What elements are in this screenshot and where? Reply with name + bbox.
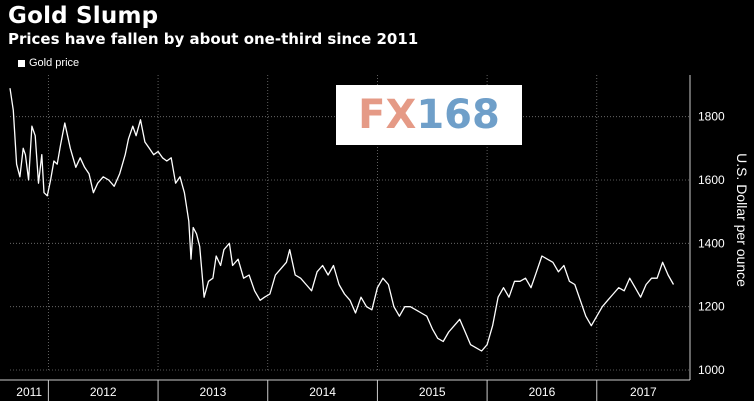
- legend-label: Gold price: [29, 57, 80, 69]
- x-axis: 2011 2012 2013 2014 2015 2016 2017: [0, 379, 690, 401]
- page-title: Gold Slump: [8, 3, 159, 29]
- y-tick-label: 1200: [698, 300, 725, 314]
- x-tick-label: 2014: [309, 385, 336, 399]
- watermark-fx: FX: [358, 92, 417, 138]
- series-layer: [9, 88, 675, 352]
- x-tick-label: 2011: [16, 385, 42, 399]
- y-axis-label: U.S. Dollar per ounce: [734, 153, 750, 287]
- watermark-text: FX 168: [336, 85, 522, 145]
- x-tick-label: 2013: [200, 385, 227, 399]
- x-tick-label: 2016: [529, 385, 556, 399]
- legend: Gold price: [18, 57, 79, 69]
- legend-swatch: [18, 59, 25, 67]
- y-axis: 1000 1200 1400 1600 1800: [689, 75, 725, 380]
- y-tick-label: 1400: [698, 236, 725, 250]
- watermark-num: 168: [416, 92, 500, 138]
- x-tick-label: 2017: [630, 385, 657, 399]
- y-tick-label: 1600: [698, 173, 725, 187]
- y-tick-label: 1800: [698, 110, 725, 124]
- page-subtitle: Prices have fallen by about one-third si…: [8, 30, 419, 48]
- watermark-logo: FX 168: [336, 85, 522, 145]
- series-line-gold-price: [9, 88, 675, 352]
- x-tick-label: 2015: [419, 385, 446, 399]
- y-tick-label: 1000: [698, 363, 725, 377]
- x-tick-label: 2012: [90, 385, 117, 399]
